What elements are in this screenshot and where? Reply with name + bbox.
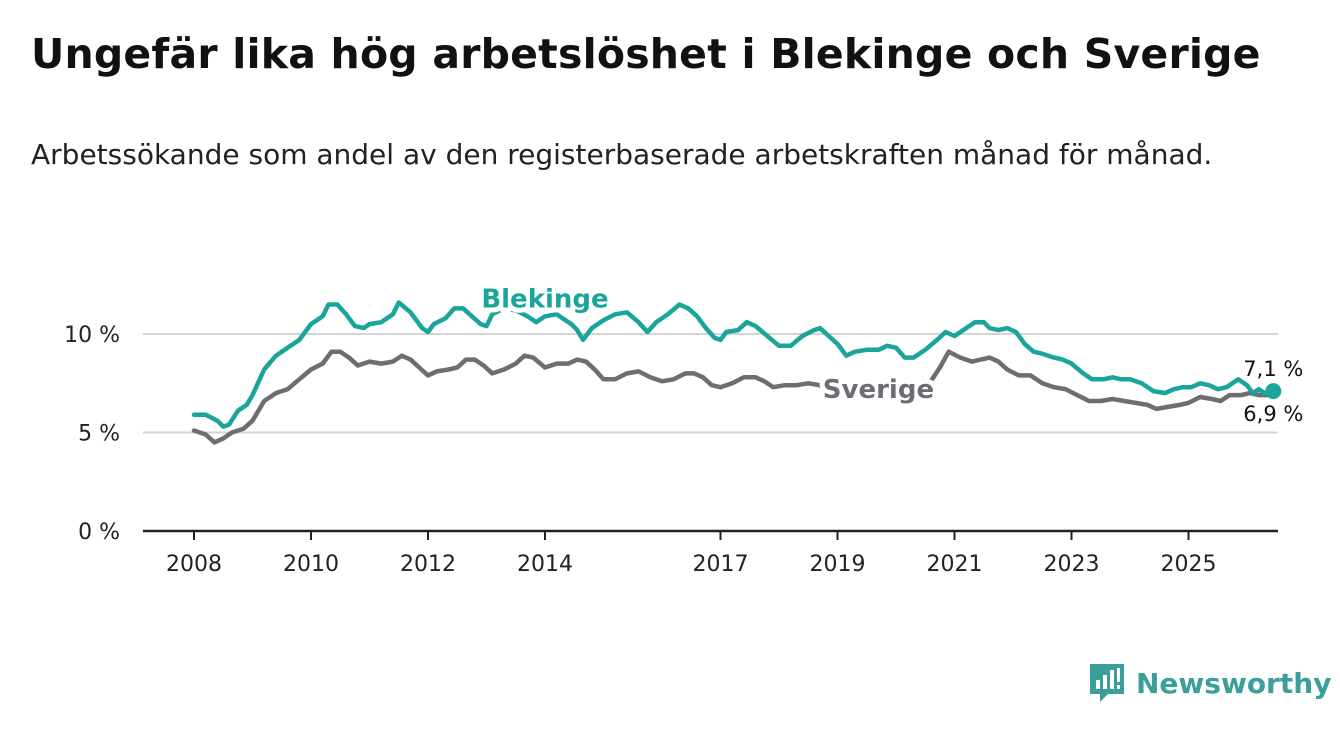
blekinge-end-value: 7,1 % bbox=[1243, 357, 1303, 381]
bar-chart-icon bbox=[1090, 664, 1124, 702]
x-tick-label: 2019 bbox=[810, 552, 866, 577]
y-tick-label: 10 % bbox=[64, 323, 120, 348]
blekinge-series-label: Blekinge bbox=[481, 285, 608, 315]
brand-logo: Newsworthy bbox=[1088, 660, 1331, 706]
x-tick-label: 2014 bbox=[517, 552, 573, 577]
blekinge-line bbox=[191, 300, 1276, 429]
y-tick-label: 5 % bbox=[78, 422, 120, 447]
chart-subtitle: Arbetssökande som andel av den registerb… bbox=[31, 138, 1213, 171]
sverige-line bbox=[191, 349, 1276, 445]
x-tick-label: 2017 bbox=[693, 552, 749, 577]
sverige-series-label: Sverige bbox=[823, 375, 934, 405]
chart-title: Ungefär lika hög arbetslöshet i Blekinge… bbox=[31, 30, 1261, 78]
x-tick-label: 2012 bbox=[400, 552, 456, 577]
x-tick-label: 2008 bbox=[166, 552, 222, 577]
x-tick-label: 2025 bbox=[1161, 552, 1217, 577]
sverige-end-value: 6,9 % bbox=[1243, 402, 1303, 426]
x-tick-label: 2010 bbox=[283, 552, 339, 577]
blekinge-end-marker bbox=[1265, 383, 1282, 400]
y-tick-label: 0 % bbox=[78, 520, 120, 545]
x-tick-label: 2021 bbox=[927, 552, 983, 577]
brand-name: Newsworthy bbox=[1136, 666, 1332, 700]
x-tick-label: 2023 bbox=[1044, 552, 1100, 577]
